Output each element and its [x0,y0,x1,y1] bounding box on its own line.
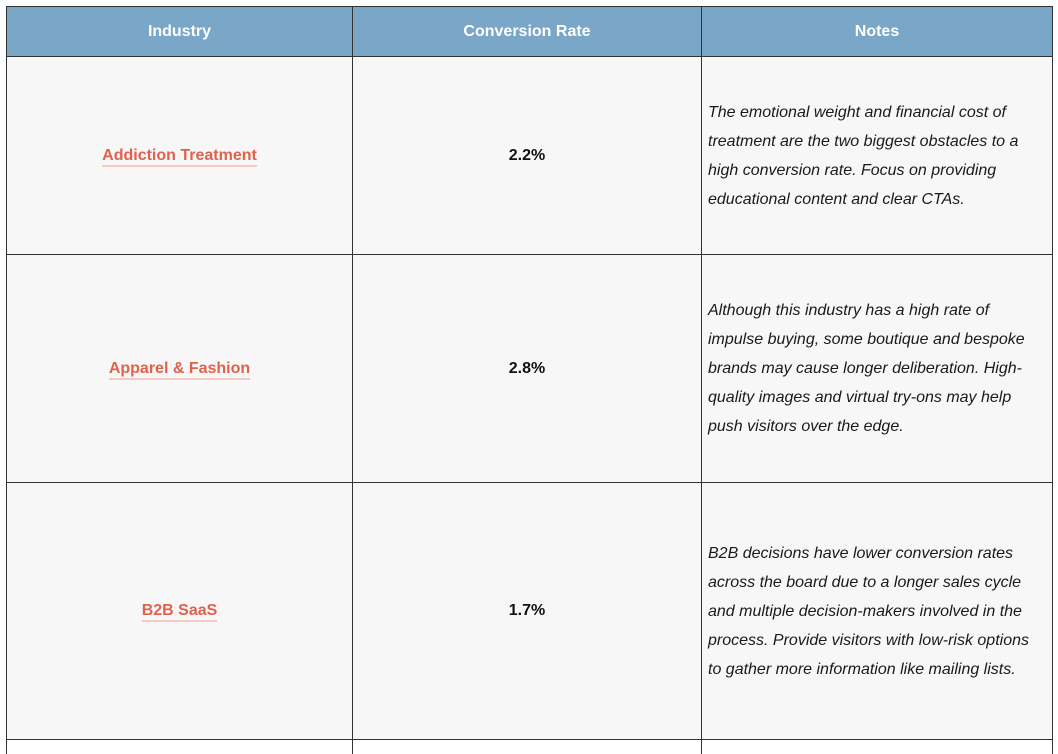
conversion-rate-value: 2.2% [353,57,702,255]
header-industry: Industry [7,7,353,57]
partial-cell [702,740,1053,754]
industry-link-addiction-treatment[interactable]: Addiction Treatment [102,147,257,167]
notes-text: Although this industry has a high rate o… [702,255,1053,483]
industry-cell: Addiction Treatment [7,57,353,255]
industry-cell: Apparel & Fashion [7,255,353,483]
conversion-rate-value: 2.8% [353,255,702,483]
notes-text: B2B decisions have lower conversion rate… [702,483,1053,740]
industry-link-b2b-saas[interactable]: B2B SaaS [142,602,218,622]
industry-cell: B2B SaaS [7,483,353,740]
header-conversion-rate: Conversion Rate [353,7,702,57]
partial-cell [353,740,702,754]
conversion-rate-value: 1.7% [353,483,702,740]
industry-link-apparel-fashion[interactable]: Apparel & Fashion [109,360,250,380]
conversion-rate-table: Industry Conversion Rate Notes Addiction… [6,6,1053,754]
table-header-row: Industry Conversion Rate Notes [7,7,1053,57]
table-row: Apparel & Fashion 2.8% Although this ind… [7,255,1053,483]
notes-text: The emotional weight and financial cost … [702,57,1053,255]
table-row: Addiction Treatment 2.2% The emotional w… [7,57,1053,255]
table-row-partial [7,740,1053,754]
partial-cell [7,740,353,754]
table-row: B2B SaaS 1.7% B2B decisions have lower c… [7,483,1053,740]
header-notes: Notes [702,7,1053,57]
